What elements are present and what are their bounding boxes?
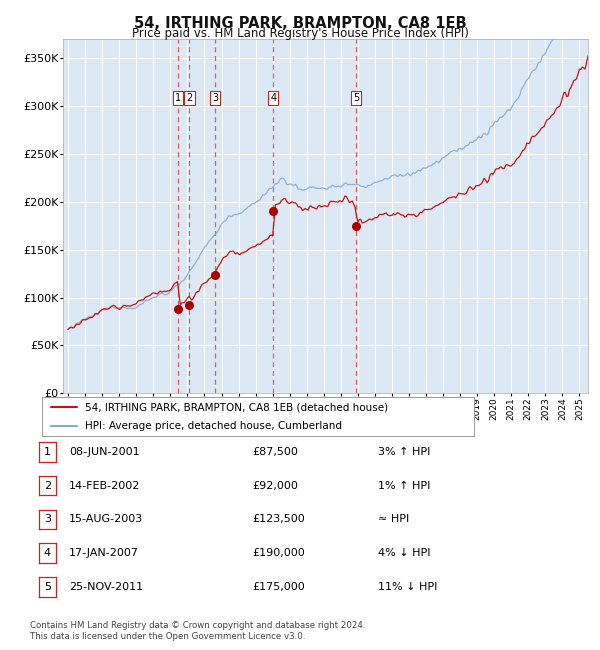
- Text: £190,000: £190,000: [252, 548, 305, 558]
- Text: Price paid vs. HM Land Registry's House Price Index (HPI): Price paid vs. HM Land Registry's House …: [131, 27, 469, 40]
- Text: 25-NOV-2011: 25-NOV-2011: [69, 582, 143, 592]
- Text: 15-AUG-2003: 15-AUG-2003: [69, 514, 143, 525]
- Text: 5: 5: [44, 582, 51, 592]
- Text: £123,500: £123,500: [252, 514, 305, 525]
- Text: £92,000: £92,000: [252, 480, 298, 491]
- Text: This data is licensed under the Open Government Licence v3.0.: This data is licensed under the Open Gov…: [30, 632, 305, 641]
- Text: 54, IRTHING PARK, BRAMPTON, CA8 1EB (detached house): 54, IRTHING PARK, BRAMPTON, CA8 1EB (det…: [85, 402, 388, 412]
- Text: £175,000: £175,000: [252, 582, 305, 592]
- Text: 11% ↓ HPI: 11% ↓ HPI: [378, 582, 437, 592]
- Text: £87,500: £87,500: [252, 447, 298, 457]
- Text: 14-FEB-2002: 14-FEB-2002: [69, 480, 140, 491]
- Text: 1: 1: [175, 94, 181, 103]
- Text: 5: 5: [353, 94, 359, 103]
- Text: 4% ↓ HPI: 4% ↓ HPI: [378, 548, 431, 558]
- Text: 3: 3: [44, 514, 51, 525]
- Text: 2: 2: [187, 94, 193, 103]
- Text: 54, IRTHING PARK, BRAMPTON, CA8 1EB: 54, IRTHING PARK, BRAMPTON, CA8 1EB: [134, 16, 466, 31]
- Text: 3: 3: [212, 94, 218, 103]
- Text: 08-JUN-2001: 08-JUN-2001: [69, 447, 140, 457]
- Text: 2: 2: [44, 480, 51, 491]
- Text: 1% ↑ HPI: 1% ↑ HPI: [378, 480, 430, 491]
- Text: HPI: Average price, detached house, Cumberland: HPI: Average price, detached house, Cumb…: [85, 421, 342, 431]
- Text: 4: 4: [44, 548, 51, 558]
- Text: ≈ HPI: ≈ HPI: [378, 514, 409, 525]
- Text: 1: 1: [44, 447, 51, 457]
- Text: Contains HM Land Registry data © Crown copyright and database right 2024.: Contains HM Land Registry data © Crown c…: [30, 621, 365, 630]
- Text: 17-JAN-2007: 17-JAN-2007: [69, 548, 139, 558]
- Text: 3% ↑ HPI: 3% ↑ HPI: [378, 447, 430, 457]
- Text: 4: 4: [270, 94, 277, 103]
